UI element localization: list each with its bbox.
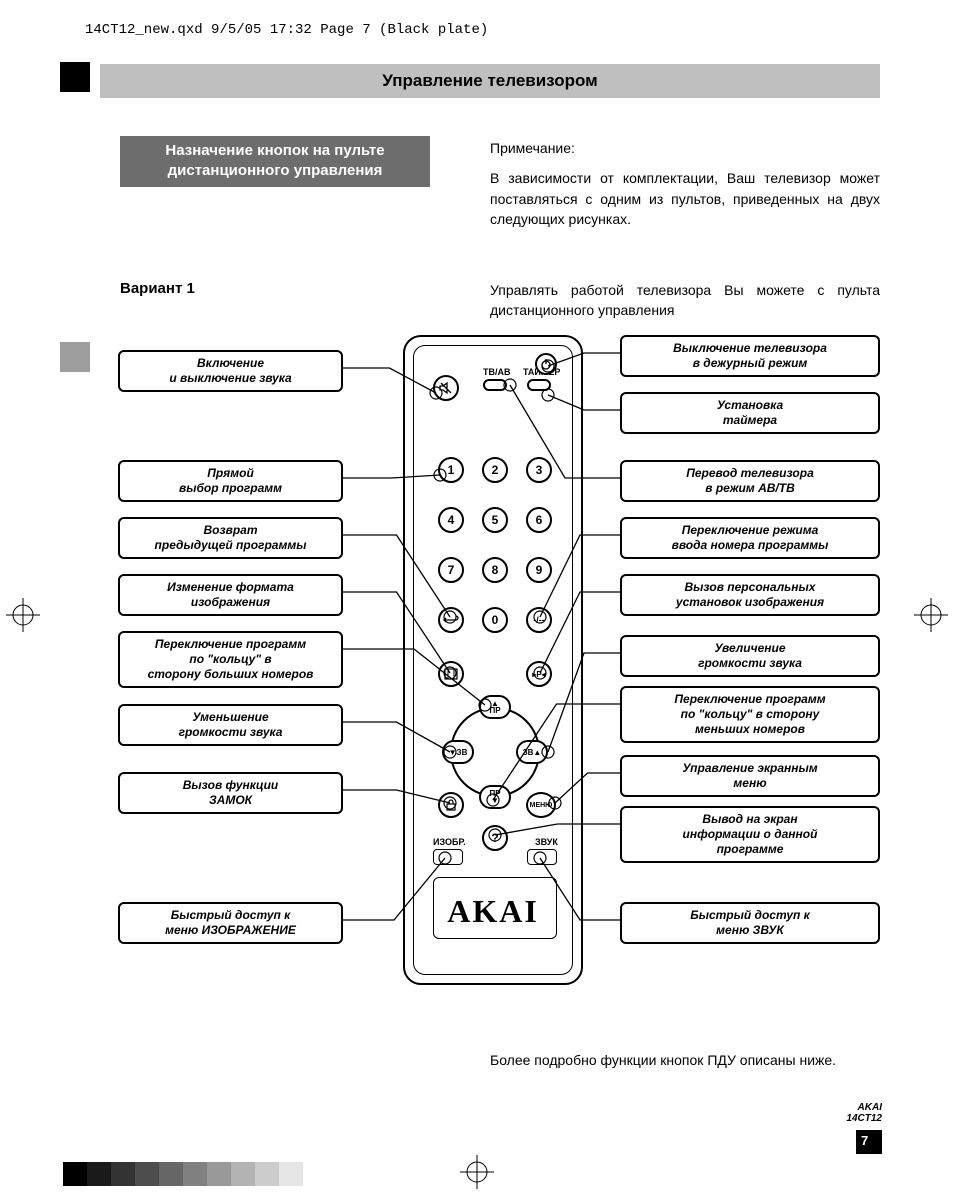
info-button: ? [482,825,508,851]
digit-2-button: 2 [482,457,508,483]
crop-mark-right [914,598,948,632]
personal-button: ▸Р◂ [526,661,552,687]
callout-izobr: Быстрый доступ кменю ИЗОБРАЖЕНИЕ [118,902,343,944]
lock-button [438,792,464,818]
izobr-button [433,849,463,865]
callout-ringdown: Переключение программпо "кольцу" в сторо… [620,686,880,743]
callout-format: Изменение форматаизображения [118,574,343,616]
variant-label: Вариант 1 [120,280,195,297]
zvuk-button [527,849,557,865]
colorbar-swatch [87,1162,111,1186]
volume-up-button: ЗВ▲ [516,740,548,764]
callout-menu: Управление экраннымменю [620,755,880,797]
digit-mode-button: -/-- [526,607,552,633]
digit-3-button: 3 [526,457,552,483]
note-label: Примечание: [490,138,880,158]
callout-avtv: Перевод телевизорав режим АВ/ТВ [620,460,880,502]
callout-return: Возвратпредыдущей программы [118,517,343,559]
digit-7-button: 7 [438,557,464,583]
digit-6-button: 6 [526,507,552,533]
power-button [535,353,557,375]
callout-voldown: Уменьшениегромкости звука [118,704,343,746]
program-up-button: ▲ПР [479,695,511,719]
page-header: 14CT12_new.qxd 9/5/05 17:32 Page 7 (Blac… [85,22,488,38]
callout-timer: Установкатаймера [620,392,880,434]
section-subtitle-bar: Назначение кнопок на пульте дистанционно… [120,136,430,187]
callout-lock: Вызов функцииЗАМОК [118,772,343,814]
colorbar-swatch [255,1162,279,1186]
footer-brand: AKAI [846,1102,882,1113]
callout-zvuk: Быстрый доступ кменю ЗВУК [620,902,880,944]
volume-down-button: ▼ЗВ [442,740,474,764]
callout-standby: Выключение телевизорав дежурный режим [620,335,880,377]
brand-logo: AKAI [405,893,581,930]
note-block: Примечание: В зависимости от комплектаци… [490,138,880,239]
registration-black-square [60,62,90,92]
format-button [438,661,464,687]
digit-8-button: 8 [482,557,508,583]
callout-volup: Увеличениегромкости звука [620,635,880,677]
mute-button [433,375,459,401]
page-number: 7 [856,1130,882,1154]
page-title-bar: Управление телевизором [100,64,880,98]
colorbar-swatch [111,1162,135,1186]
colorbar-swatch [183,1162,207,1186]
callout-mute: Включениеи выключение звука [118,350,343,392]
footer-paragraph: Более подробно функции кнопок ПДУ описан… [490,1050,880,1070]
colorbar-swatch [303,1162,327,1186]
callout-ringup: Переключение программпо "кольцу" всторон… [118,631,343,688]
digit-4-button: 4 [438,507,464,533]
tv-av-label: ТВ/АВ [483,367,511,377]
remote-control-diagram: ТВ/АВ ТАЙМЕР 123456789 0 -/-- ▸Р◂ ▲ПР ПР… [403,335,583,985]
izobr-label: ИЗОБР. [433,837,466,847]
tv-av-button [483,379,507,391]
digit-0-button: 0 [482,607,508,633]
menu-button: МЕНЮ [526,792,556,818]
return-button [438,607,464,633]
zvuk-label: ЗВУК [535,837,558,847]
crop-mark-bottom [460,1155,494,1189]
colorbar-swatch [63,1162,87,1186]
timer-button [527,379,551,391]
colorbar-swatch [279,1162,303,1186]
colorbar-swatch [207,1162,231,1186]
colorbar-swatch [135,1162,159,1186]
callout-info: Вывод на экранинформации о даннойпрограм… [620,806,880,863]
footer-model: AKAI 14CT12 [846,1102,882,1124]
callout-personal: Вызов персональныхустановок изображения [620,574,880,616]
colorbar-swatch [231,1162,255,1186]
registration-gray-square [60,342,90,372]
digit-9-button: 9 [526,557,552,583]
digit-1-button: 1 [438,457,464,483]
note-body: В зависимости от комплектации, Ваш телев… [490,168,880,229]
colorbar-swatch [159,1162,183,1186]
callout-direct: Прямойвыбор программ [118,460,343,502]
program-down-button: ПР▼ [479,785,511,809]
footer-model-number: 14CT12 [846,1113,882,1124]
digit-5-button: 5 [482,507,508,533]
color-calibration-bar [63,1162,327,1186]
callout-digitmode: Переключение режимаввода номера программ… [620,517,880,559]
control-paragraph: Управлять работой телевизора Вы можете с… [490,280,880,321]
crop-mark-left [6,598,40,632]
